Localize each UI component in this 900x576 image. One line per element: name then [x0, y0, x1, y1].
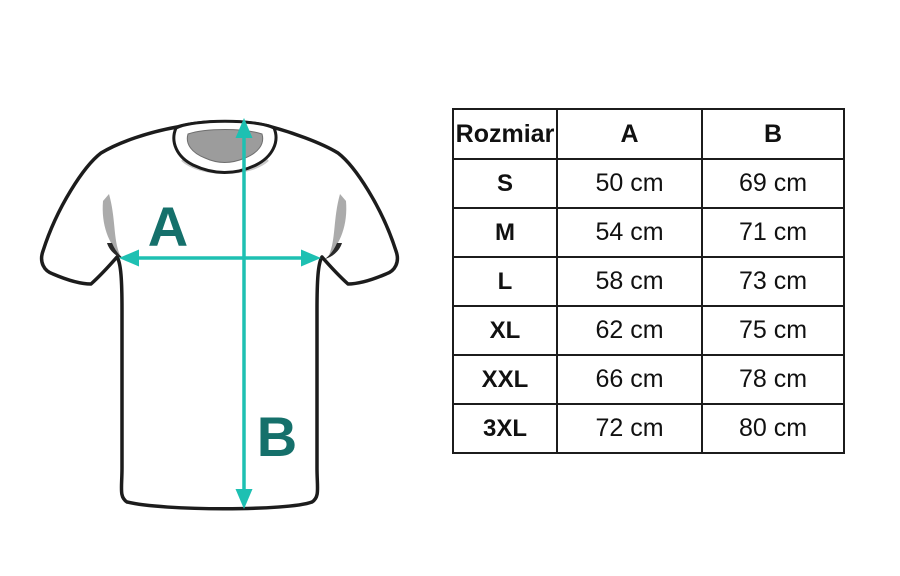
armpit-shadow-right [325, 243, 342, 259]
size-table-header: Rozmiar A B [452, 108, 845, 160]
size-cell: S [452, 158, 558, 209]
armpit-shadow-left [107, 243, 124, 259]
measurement-label-a: A [148, 195, 188, 258]
value-cell-b: 71 cm [701, 207, 845, 258]
value-cell-a: 72 cm [556, 403, 703, 454]
armpit-shade-left [102, 194, 120, 255]
size-cell: 3XL [452, 403, 558, 454]
value-cell-b: 75 cm [701, 305, 845, 356]
width-arrowhead-left [119, 249, 139, 267]
value-cell-b: 69 cm [701, 158, 845, 209]
table-row: 3XL 72 cm 80 cm [452, 403, 845, 454]
size-cell: XXL [452, 354, 558, 405]
header-row: Rozmiar A B [452, 108, 845, 160]
measurement-label-b: B [257, 405, 297, 468]
value-cell-a: 50 cm [556, 158, 703, 209]
table-row: XL 62 cm 75 cm [452, 305, 845, 356]
size-cell: XL [452, 305, 558, 356]
header-b: B [701, 108, 845, 160]
value-cell-a: 58 cm [556, 256, 703, 307]
size-table-body: S 50 cm 69 cm M 54 cm 71 cm L 58 cm 73 cm XL 62 cm… [452, 158, 845, 454]
value-cell-a: 62 cm [556, 305, 703, 356]
table-row: M 54 cm 71 cm [452, 207, 845, 258]
value-cell-b: 73 cm [701, 256, 845, 307]
table-row: S 50 cm 69 cm [452, 158, 845, 209]
length-arrowhead-bottom [235, 489, 253, 509]
value-cell-b: 80 cm [701, 403, 845, 454]
header-a: A [556, 108, 703, 160]
table-row: L 58 cm 73 cm [452, 256, 845, 307]
value-cell-a: 54 cm [556, 207, 703, 258]
tshirt-body [39, 120, 400, 511]
size-cell: M [452, 207, 558, 258]
size-table: Rozmiar A B S 50 cm 69 cm M 54 cm 71 cm L 58 cm… [452, 108, 845, 454]
armpit-shade-right [329, 194, 347, 255]
width-arrow-a [119, 249, 321, 267]
value-cell-a: 66 cm [556, 354, 703, 405]
table-row: XXL 66 cm 78 cm [452, 354, 845, 405]
width-arrowhead-right [301, 249, 321, 267]
length-arrow-b [235, 118, 253, 509]
header-size: Rozmiar [452, 108, 558, 160]
size-cell: L [452, 256, 558, 307]
tshirt-diagram: A B [39, 118, 400, 511]
value-cell-b: 78 cm [701, 354, 845, 405]
length-arrowhead-top [235, 118, 253, 138]
